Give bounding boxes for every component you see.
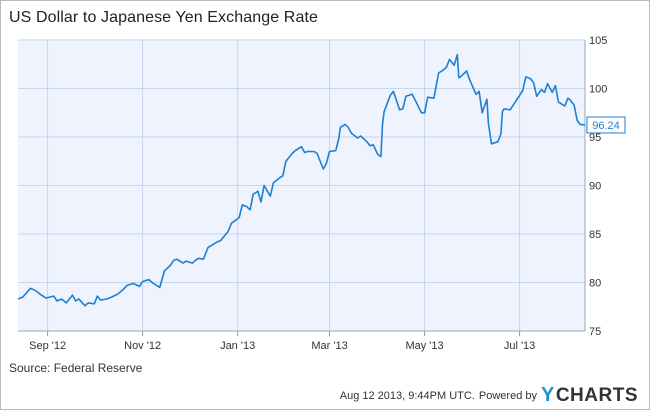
- y-tick-label: 75: [589, 326, 601, 338]
- y-tick-label: 100: [589, 84, 607, 96]
- y-tick-label: 90: [589, 181, 601, 193]
- ycharts-logo-mark: Y: [540, 384, 555, 406]
- x-tick-label: May '13: [405, 340, 443, 352]
- x-tick-label: Mar '13: [311, 340, 347, 352]
- x-tick-label: Nov '12: [124, 340, 161, 352]
- x-tick-label: Sep '12: [29, 340, 66, 352]
- source-note: Source: Federal Reserve: [9, 361, 143, 375]
- y-tick-label: 80: [589, 278, 601, 290]
- x-tick-label: Jan '13: [220, 340, 255, 352]
- footer: Aug 12 2013, 9:44PM UTC. Powered by Y CH…: [340, 384, 638, 407]
- ycharts-logo-text: CHARTS: [555, 384, 638, 406]
- x-tick-label: Jul '13: [504, 340, 535, 352]
- last-value-box: [586, 116, 626, 134]
- chart-title: US Dollar to Japanese Yen Exchange Rate: [9, 9, 318, 26]
- timestamp: Aug 12 2013, 9:44PM UTC.: [339, 389, 475, 402]
- last-value-label: 96.24: [592, 120, 620, 132]
- usd-jpy-series-line: [17, 53, 586, 307]
- powered-by-label: Powered by: [478, 389, 537, 402]
- y-tick-label: 95: [589, 132, 601, 144]
- ycharts-logo[interactable]: Y CHARTS: [541, 384, 638, 407]
- y-tick-label: 85: [589, 229, 601, 241]
- y-tick-label: 105: [589, 35, 607, 47]
